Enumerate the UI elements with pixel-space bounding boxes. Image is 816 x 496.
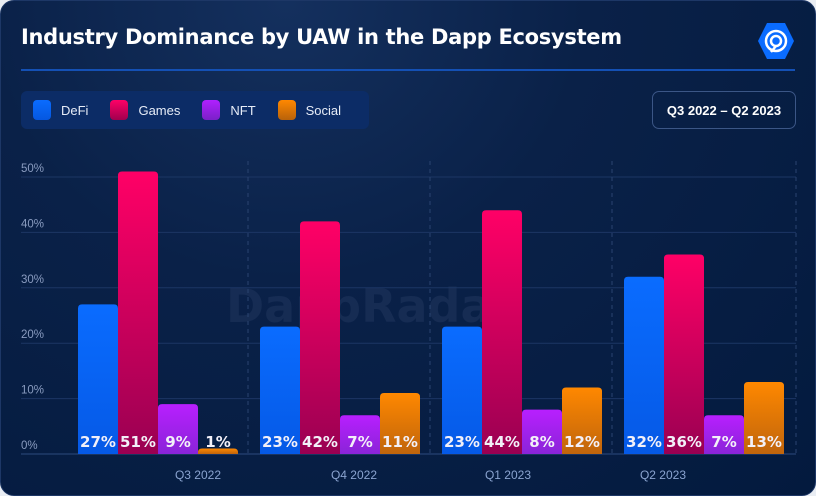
x-tick-label: Q3 2022: [175, 468, 221, 482]
data-label: 36%: [666, 433, 702, 451]
data-label: 9%: [165, 433, 190, 451]
legend-item-nft: NFT: [202, 100, 256, 120]
bar-nft: [158, 404, 198, 454]
y-tick-label: 50%: [21, 163, 44, 175]
x-tick-label: Q1 2023: [485, 468, 531, 482]
bar-social: [380, 393, 420, 454]
bar-defi: [442, 326, 482, 454]
bar-nft: [522, 409, 562, 454]
data-label: 1%: [205, 433, 230, 451]
legend-swatch: [277, 100, 296, 120]
bar-games: [664, 254, 704, 454]
data-label: 7%: [711, 433, 736, 451]
legend-item-games: Games: [110, 100, 180, 120]
legend-item-defi: DeFi: [33, 100, 88, 120]
data-label: 27%: [80, 433, 116, 451]
data-label: 51%: [120, 433, 156, 451]
y-tick-label: 20%: [21, 329, 44, 341]
data-label: 42%: [302, 433, 338, 451]
bar-social: [744, 381, 784, 454]
bar-defi: [260, 326, 300, 454]
chart-title: Industry Dominance by UAW in the Dapp Ec…: [21, 25, 622, 49]
bar-social: [562, 387, 602, 454]
data-label: 8%: [529, 433, 554, 451]
data-label: 44%: [484, 433, 520, 451]
bar-games: [300, 221, 340, 454]
bar-social: [198, 448, 238, 454]
date-range-badge: Q3 2022 – Q2 2023: [652, 91, 796, 129]
y-tick-label: 30%: [21, 274, 44, 286]
data-label: 32%: [626, 433, 662, 451]
x-tick-label: Q4 2022: [331, 468, 377, 482]
y-tick-label: 40%: [21, 218, 44, 230]
bar-nft: [704, 415, 744, 454]
bar-games: [482, 210, 522, 454]
legend-item-social: Social: [277, 100, 341, 120]
legend-swatch: [110, 100, 129, 120]
legend: DeFi Games NFT Social: [21, 91, 369, 129]
data-label: 13%: [746, 433, 782, 451]
bar-defi: [624, 276, 664, 454]
bar-games: [118, 171, 158, 454]
data-label: 23%: [262, 433, 298, 451]
data-label: 11%: [382, 433, 418, 451]
data-label: 7%: [347, 433, 372, 451]
title-divider: [21, 69, 795, 71]
legend-swatch: [202, 100, 221, 120]
y-tick-label: 0%: [21, 440, 38, 452]
y-tick-label: 10%: [21, 385, 44, 397]
data-label: 12%: [564, 433, 600, 451]
data-label: 23%: [444, 433, 480, 451]
legend-swatch: [33, 100, 51, 120]
bar-nft: [340, 415, 380, 454]
bar-defi: [78, 304, 118, 454]
x-tick-label: Q2 2023: [640, 468, 686, 482]
dappradar-logo-icon: [758, 23, 794, 59]
